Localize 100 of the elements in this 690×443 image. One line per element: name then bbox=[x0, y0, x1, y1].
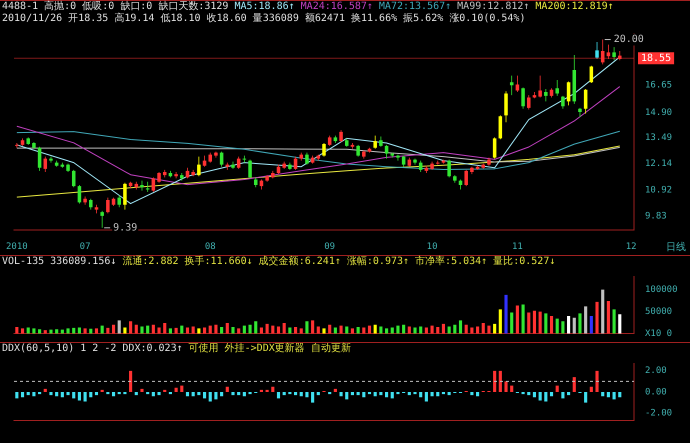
bar bbox=[163, 323, 166, 334]
bar bbox=[152, 392, 155, 396]
bar bbox=[538, 392, 542, 400]
bar bbox=[49, 330, 53, 334]
bar bbox=[282, 392, 286, 396]
bar bbox=[66, 328, 70, 334]
bar bbox=[436, 327, 440, 334]
bar bbox=[424, 327, 428, 334]
bar bbox=[606, 392, 610, 398]
y-tick-label: 16.65 bbox=[645, 80, 672, 91]
bar bbox=[584, 306, 588, 334]
bar bbox=[470, 392, 474, 396]
bar bbox=[100, 326, 104, 334]
bar bbox=[340, 392, 343, 396]
bar bbox=[413, 327, 417, 334]
bar bbox=[20, 328, 24, 334]
bar bbox=[300, 328, 303, 334]
bar bbox=[276, 392, 280, 398]
bar bbox=[316, 326, 320, 334]
bar bbox=[408, 326, 411, 334]
x-tick-label: 11 bbox=[512, 242, 523, 252]
bar bbox=[84, 392, 87, 402]
bar bbox=[146, 326, 150, 334]
bar bbox=[374, 324, 377, 334]
bar bbox=[174, 388, 178, 392]
bar bbox=[72, 392, 76, 398]
bar bbox=[350, 392, 354, 396]
bar bbox=[322, 328, 326, 334]
y-tick-label: 13.49 bbox=[645, 132, 672, 143]
bar bbox=[220, 327, 224, 334]
bar bbox=[340, 326, 343, 334]
bar bbox=[493, 324, 496, 334]
bar bbox=[294, 392, 298, 396]
bar bbox=[448, 326, 451, 334]
chart-subtitle: 2010/11/26 开18.35 高19.14 低18.10 收18.60 量336089 额62471 换11.66% 振5.62% 涨0.10(0.54%) bbox=[1, 13, 526, 25]
bar bbox=[442, 324, 446, 334]
bar bbox=[390, 392, 394, 398]
bar bbox=[129, 321, 132, 334]
bar bbox=[186, 392, 190, 396]
bar bbox=[356, 392, 360, 396]
bar bbox=[202, 392, 206, 398]
bar bbox=[516, 305, 519, 334]
bar bbox=[134, 324, 138, 334]
x-tick-label: 08 bbox=[204, 242, 216, 252]
bar bbox=[44, 388, 47, 392]
y-tick-label: 14.90 bbox=[645, 108, 672, 118]
bar bbox=[123, 327, 126, 334]
bar bbox=[129, 370, 132, 392]
bar bbox=[595, 302, 599, 334]
x-axis-title: 日线 bbox=[666, 240, 686, 254]
bar bbox=[20, 392, 24, 398]
bar bbox=[362, 392, 366, 398]
chart-title: 4488-1 高抛:0 低吸:0 缺口:0 缺口天数:3129 bbox=[2, 1, 228, 12]
bar bbox=[49, 392, 53, 396]
bar bbox=[186, 327, 190, 334]
x-tick-label: 2010 bbox=[6, 242, 28, 252]
bar bbox=[89, 392, 92, 398]
bar bbox=[612, 392, 616, 400]
text: 流通:2.882 换手:11.660↓ 成交金额:6.241↑ 涨幅:0.973↑ 市净率:5.034↑ 量比:0.527↓ bbox=[122, 256, 556, 268]
bar bbox=[385, 392, 388, 398]
annotation: 20.00 bbox=[614, 34, 644, 46]
bar bbox=[436, 392, 440, 396]
ref-line-label: 18.55 bbox=[641, 52, 672, 64]
bar bbox=[271, 326, 274, 334]
bar bbox=[567, 316, 570, 334]
chart-title: DDX(60,5,10) 1 2 -2 DDX:0.023↑ bbox=[2, 343, 183, 355]
bar bbox=[362, 327, 366, 334]
bar bbox=[32, 392, 36, 396]
bar bbox=[38, 329, 42, 334]
bar bbox=[316, 392, 320, 396]
bar bbox=[237, 392, 240, 396]
x-tick-label: 12 bbox=[626, 242, 637, 252]
bar bbox=[231, 392, 235, 396]
bar bbox=[532, 310, 536, 334]
bar bbox=[271, 386, 274, 392]
bar bbox=[424, 392, 428, 402]
bar bbox=[522, 304, 525, 334]
bar bbox=[578, 313, 582, 334]
bar bbox=[242, 392, 246, 396]
bar bbox=[430, 326, 434, 334]
bar bbox=[544, 313, 548, 334]
bar bbox=[379, 392, 382, 396]
bar bbox=[374, 392, 377, 396]
bar bbox=[282, 323, 286, 334]
bar bbox=[601, 290, 604, 334]
bar bbox=[572, 318, 576, 334]
bar bbox=[311, 320, 314, 334]
bar bbox=[408, 392, 411, 396]
bar bbox=[197, 392, 200, 396]
bar bbox=[305, 321, 308, 334]
bar bbox=[544, 392, 548, 402]
bar bbox=[254, 321, 258, 334]
bar bbox=[226, 386, 229, 392]
bar bbox=[112, 324, 116, 334]
bar bbox=[498, 370, 502, 392]
y-tick-label: X10 0 bbox=[645, 328, 672, 339]
bar bbox=[476, 326, 480, 334]
bar bbox=[390, 327, 394, 334]
bar bbox=[157, 327, 161, 334]
bar bbox=[328, 324, 332, 334]
